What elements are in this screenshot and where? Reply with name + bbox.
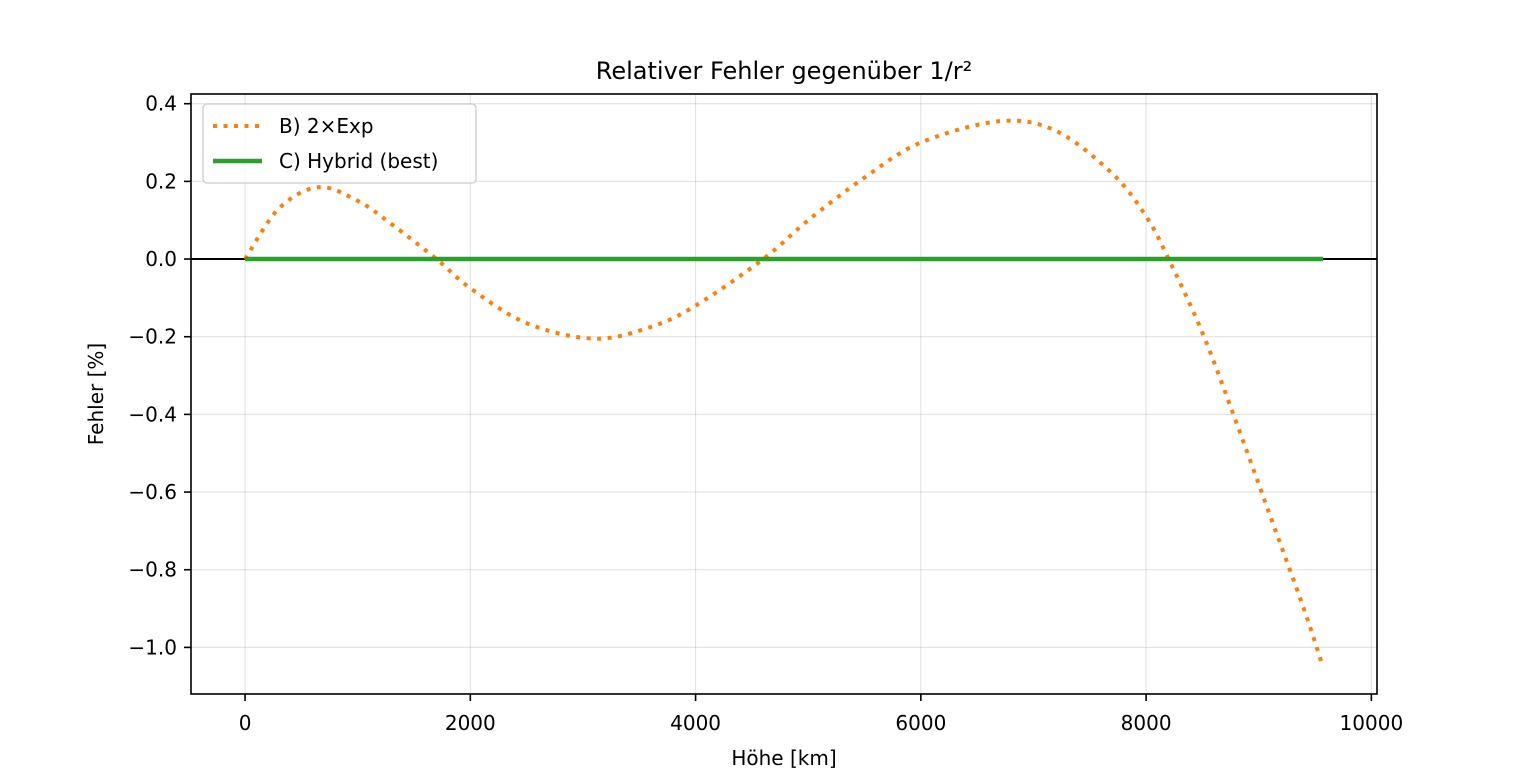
legend-label-b-2xexp: B) 2×Exp: [279, 114, 374, 138]
x-tick-label: 0: [239, 711, 252, 735]
x-axis-ticks: 0 2000 4000 6000 8000 10000: [239, 694, 1403, 735]
y-tick-label: −0.8: [128, 558, 177, 582]
series-line-b-2xexp: [243, 118, 1325, 668]
y-axis-label: Fehler [%]: [84, 343, 108, 445]
series-layer: [243, 118, 1325, 668]
y-tick-label: −0.4: [128, 402, 177, 426]
y-tick-label: 0.4: [145, 92, 177, 116]
legend-box: [202, 103, 477, 184]
legend-label-c-hybrid: C) Hybrid (best): [279, 149, 438, 173]
x-axis-label: Höhe [km]: [731, 746, 836, 770]
chart-title: Relativer Fehler gegenüber 1/r²: [596, 57, 972, 85]
x-tick-label: 10000: [1340, 711, 1404, 735]
y-tick-label: −0.6: [128, 480, 177, 504]
y-tick-label: −1.0: [128, 635, 177, 659]
x-tick-label: 8000: [1121, 711, 1172, 735]
y-tick-label: −0.2: [128, 325, 177, 349]
x-tick-label: 2000: [445, 711, 496, 735]
y-tick-label: 0.2: [145, 169, 177, 193]
x-tick-label: 4000: [670, 711, 721, 735]
legend: B) 2×Exp C) Hybrid (best): [202, 103, 477, 184]
plot-frame: [190, 93, 1378, 695]
x-tick-label: 6000: [895, 711, 946, 735]
y-axis-ticks: 0.4 0.2 0.0 −0.2 −0.4 −0.6 −0.8 −1.0: [128, 92, 191, 659]
y-tick-label: 0.0: [145, 247, 177, 271]
